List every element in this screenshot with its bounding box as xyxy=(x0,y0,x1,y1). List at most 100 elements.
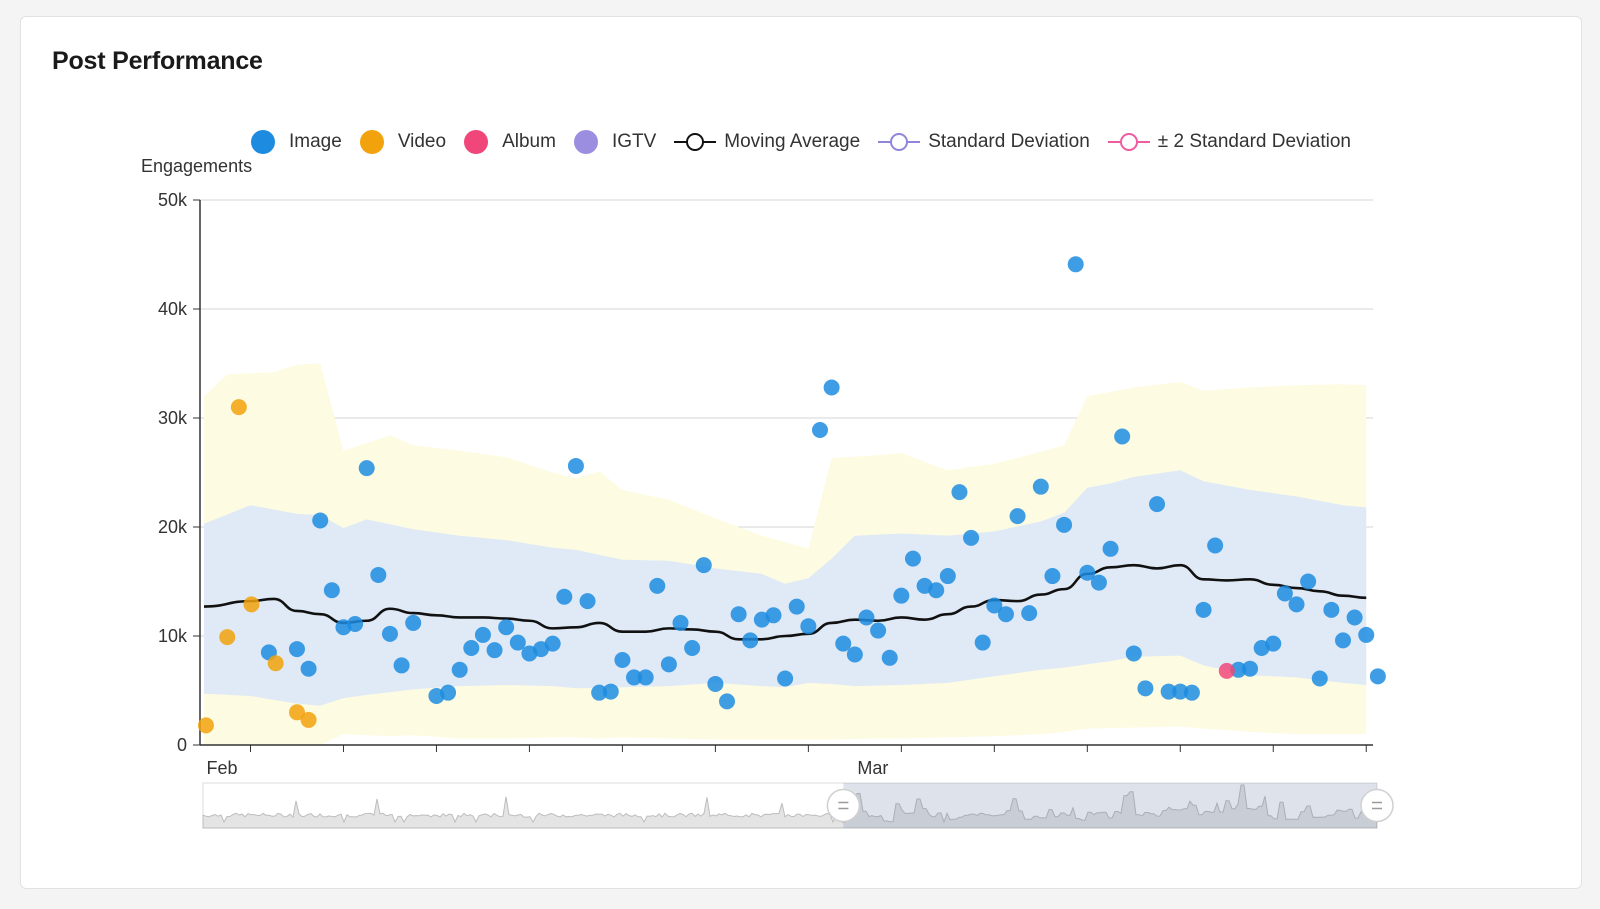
image-point[interactable] xyxy=(963,529,980,546)
video-point[interactable] xyxy=(243,596,260,613)
image-point[interactable] xyxy=(347,616,364,633)
legend-item-album[interactable]: Album xyxy=(464,130,556,154)
video-point[interactable] xyxy=(230,399,247,416)
image-point[interactable] xyxy=(381,625,398,642)
image-point[interactable] xyxy=(1079,564,1096,581)
video-point[interactable] xyxy=(267,655,284,672)
image-point[interactable] xyxy=(672,614,689,631)
image-point[interactable] xyxy=(463,639,480,656)
image-point[interactable] xyxy=(684,639,701,656)
image-point[interactable] xyxy=(451,661,468,678)
image-point[interactable] xyxy=(637,669,654,686)
image-point[interactable] xyxy=(1230,661,1247,678)
image-point[interactable] xyxy=(312,512,329,529)
image-point[interactable] xyxy=(602,683,619,700)
image-point[interactable] xyxy=(742,632,759,649)
legend-item-video[interactable]: Video xyxy=(359,130,446,154)
image-point[interactable] xyxy=(858,609,875,626)
image-point[interactable] xyxy=(1242,660,1259,677)
image-point[interactable] xyxy=(1044,568,1061,585)
image-point[interactable] xyxy=(1009,508,1026,525)
image-point[interactable] xyxy=(928,582,945,599)
image-point[interactable] xyxy=(1335,632,1351,649)
image-point[interactable] xyxy=(1067,256,1084,273)
image-point[interactable] xyxy=(1032,478,1049,495)
video-point[interactable] xyxy=(197,717,214,734)
image-point[interactable] xyxy=(370,566,387,583)
image-point[interactable] xyxy=(300,660,317,677)
image-point[interactable] xyxy=(579,593,596,610)
image-point[interactable] xyxy=(1288,596,1305,613)
image-point[interactable] xyxy=(660,656,677,673)
image-point[interactable] xyxy=(405,614,422,631)
image-point[interactable] xyxy=(393,657,410,674)
image-point[interactable] xyxy=(811,421,828,438)
image-point[interactable] xyxy=(591,684,608,701)
legend-item-image[interactable]: Image xyxy=(251,130,342,154)
image-point[interactable] xyxy=(788,598,805,615)
image-point[interactable] xyxy=(730,606,747,623)
legend-item-igtv[interactable]: IGTV xyxy=(573,130,656,154)
image-point[interactable] xyxy=(358,460,375,477)
image-point[interactable] xyxy=(823,379,840,396)
image-point[interactable] xyxy=(1021,605,1038,622)
slider-end-handle[interactable] xyxy=(1360,788,1394,823)
image-point[interactable] xyxy=(870,622,887,639)
image-point[interactable] xyxy=(1090,574,1107,591)
video-point[interactable] xyxy=(219,629,236,646)
image-point[interactable] xyxy=(1323,601,1340,618)
image-point[interactable] xyxy=(1276,585,1293,602)
image-point[interactable] xyxy=(1114,428,1131,445)
image-point[interactable] xyxy=(974,634,991,651)
image-point[interactable] xyxy=(440,684,457,701)
image-point[interactable] xyxy=(614,651,631,668)
image-point[interactable] xyxy=(649,577,666,594)
image-point[interactable] xyxy=(486,642,503,659)
image-point[interactable] xyxy=(1265,635,1282,652)
image-point[interactable] xyxy=(1125,645,1142,662)
range-slider[interactable] xyxy=(202,782,1394,829)
image-point[interactable] xyxy=(288,641,305,658)
image-point[interactable] xyxy=(1311,670,1328,687)
image-point[interactable] xyxy=(800,618,817,635)
image-point[interactable] xyxy=(1358,626,1375,643)
legend-item-standard-deviation[interactable]: Standard Deviation xyxy=(878,131,1090,153)
video-point[interactable] xyxy=(300,711,317,728)
image-point[interactable] xyxy=(904,550,921,567)
image-point[interactable] xyxy=(1102,540,1119,557)
image-point[interactable] xyxy=(474,626,491,643)
image-point[interactable] xyxy=(719,693,736,710)
legend-item-moving-average[interactable]: Moving Average xyxy=(674,131,860,153)
image-point[interactable] xyxy=(939,568,956,585)
image-point[interactable] xyxy=(567,457,584,474)
image-point[interactable] xyxy=(765,607,782,624)
image-point[interactable] xyxy=(1346,609,1363,626)
image-point[interactable] xyxy=(544,635,561,652)
image-point[interactable] xyxy=(498,619,515,636)
image-point[interactable] xyxy=(777,670,794,687)
image-point[interactable] xyxy=(1195,601,1212,618)
image-point[interactable] xyxy=(835,635,852,652)
image-point[interactable] xyxy=(997,606,1014,623)
image-point[interactable] xyxy=(695,557,712,574)
image-point[interactable] xyxy=(893,587,910,604)
image-point[interactable] xyxy=(951,484,968,501)
video-point[interactable] xyxy=(288,704,305,721)
image-point[interactable] xyxy=(1369,668,1386,685)
image-point[interactable] xyxy=(1207,537,1224,554)
image-point[interactable] xyxy=(1160,683,1177,700)
image-point[interactable] xyxy=(509,634,526,651)
image-point[interactable] xyxy=(1300,573,1317,590)
album-point[interactable] xyxy=(1218,662,1235,679)
image-point[interactable] xyxy=(1172,683,1189,700)
image-point[interactable] xyxy=(1056,516,1073,533)
image-point[interactable] xyxy=(556,588,573,605)
legend-item-2-standard-deviation[interactable]: ± 2 Standard Deviation xyxy=(1107,131,1351,153)
image-point[interactable] xyxy=(846,646,863,663)
image-point[interactable] xyxy=(626,669,643,686)
image-point[interactable] xyxy=(1183,684,1200,701)
image-point[interactable] xyxy=(323,582,340,599)
image-point[interactable] xyxy=(1149,496,1166,513)
image-point[interactable] xyxy=(1137,680,1154,697)
slider-start-handle[interactable] xyxy=(826,788,861,823)
